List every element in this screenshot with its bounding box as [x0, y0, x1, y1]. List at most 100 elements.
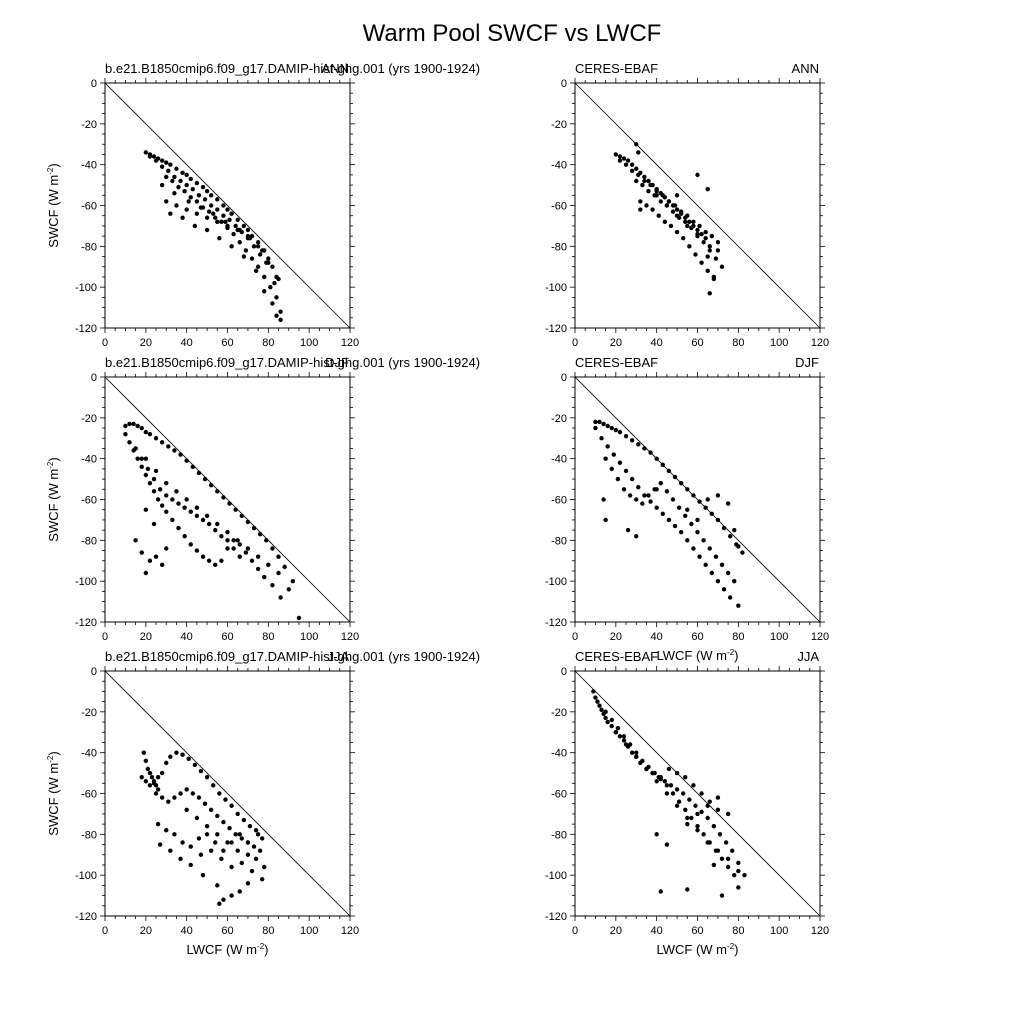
data-point: [178, 178, 183, 184]
data-point: [634, 534, 639, 539]
data-point: [257, 252, 263, 257]
x-tick-label: 120: [811, 337, 829, 349]
data-point: [668, 783, 674, 788]
panel-season-label: JJA: [797, 649, 819, 664]
data-point: [135, 456, 140, 461]
axis-ticks: [570, 666, 825, 921]
y-tick-label: -60: [81, 495, 97, 507]
data-point: [180, 215, 185, 220]
data-point: [202, 476, 208, 482]
y-tick-label: -40: [81, 748, 97, 760]
data-point: [270, 583, 275, 588]
data-point: [685, 538, 690, 543]
data-point: [196, 836, 202, 841]
y-axis-title: SWCF (W m-2): [46, 457, 61, 541]
x-tick-label: 120: [341, 337, 359, 349]
data-point: [174, 203, 179, 208]
data-point: [705, 497, 710, 502]
data-point: [715, 807, 721, 813]
data-point: [707, 244, 712, 249]
axis-ticks: [100, 666, 355, 921]
axis-ticks: [100, 372, 355, 627]
data-point: [272, 280, 277, 286]
data-point: [674, 193, 680, 198]
x-tick-label: 0: [572, 631, 578, 643]
panel-obs-djf: CERES-EBAF DJF 0 20 40 60 80 100 120 0 -20 -40 -60 -8…: [545, 355, 829, 663]
data-point: [262, 289, 267, 294]
data-point: [260, 836, 265, 841]
data-point: [266, 256, 271, 261]
data-point: [691, 546, 696, 551]
data-point: [219, 558, 224, 563]
data-point: [204, 774, 210, 780]
data-point: [621, 738, 627, 743]
data-point: [260, 248, 265, 253]
data-point: [237, 889, 242, 894]
data-point: [188, 176, 193, 182]
x-tick-label: 60: [691, 925, 703, 937]
data-point: [613, 730, 619, 735]
x-tick-label: 20: [610, 925, 622, 937]
y-tick-label: 0: [561, 666, 567, 678]
data-point: [227, 217, 232, 222]
data-point: [703, 229, 708, 235]
data-point: [640, 501, 645, 506]
panel-model-jja: b.e21.B1850cmip6.f09_g17.DAMIP-hist-ghg.…: [46, 649, 480, 957]
y-tick-label: -80: [81, 241, 97, 253]
data-point: [239, 860, 244, 866]
data-point: [617, 158, 623, 163]
data-point: [225, 840, 230, 845]
data-point: [221, 848, 226, 853]
y-tick-label: -40: [551, 160, 567, 172]
data-point: [215, 219, 220, 225]
data-point: [278, 309, 283, 314]
data-point: [251, 244, 257, 249]
data-point: [192, 223, 198, 229]
x-tick-label: 120: [341, 925, 359, 937]
data-point: [208, 483, 214, 488]
data-point: [204, 189, 210, 194]
data-point: [180, 840, 185, 845]
data-point: [638, 207, 643, 212]
y-tick-label: 0: [91, 372, 97, 384]
data-point: [672, 203, 678, 208]
data-point: [599, 707, 604, 712]
data-point: [157, 842, 163, 847]
x-axis-title: LWCF (W m-2): [657, 648, 739, 663]
data-point: [237, 542, 242, 547]
data-point: [172, 795, 177, 800]
y-tick-label: -120: [75, 323, 97, 335]
data-point: [699, 809, 704, 815]
data-point: [233, 832, 238, 837]
data-point: [184, 787, 189, 792]
data-point: [221, 203, 226, 208]
y-axis-title: SWCF (W m-2): [46, 751, 61, 835]
data-point: [593, 425, 598, 431]
data-point: [685, 507, 690, 512]
data-point: [656, 213, 661, 218]
data-point: [715, 248, 721, 253]
data-point: [695, 233, 700, 239]
data-point: [725, 856, 731, 862]
data-point: [176, 184, 181, 190]
data-point: [713, 256, 719, 261]
y-tick-label: -120: [75, 911, 97, 923]
data-point: [715, 578, 721, 584]
panel-model-ann: b.e21.B1850cmip6.f09_g17.DAMIP-hist-ghg.…: [46, 61, 480, 349]
panel-season-label: ANN: [792, 61, 819, 76]
data-point: [225, 546, 230, 551]
y-tick-label: 0: [561, 78, 567, 90]
data-point: [159, 182, 165, 188]
data-point: [687, 797, 692, 802]
data-point: [178, 856, 183, 862]
y-tick-label: 0: [91, 78, 97, 90]
scatter-points: [123, 421, 302, 621]
data-point: [164, 493, 169, 498]
data-point: [274, 295, 279, 300]
scatter-points: [591, 689, 747, 898]
data-point: [654, 505, 659, 510]
axis-ticks: [570, 372, 825, 627]
data-point: [194, 505, 200, 510]
data-point: [727, 534, 733, 539]
data-point: [231, 546, 236, 551]
